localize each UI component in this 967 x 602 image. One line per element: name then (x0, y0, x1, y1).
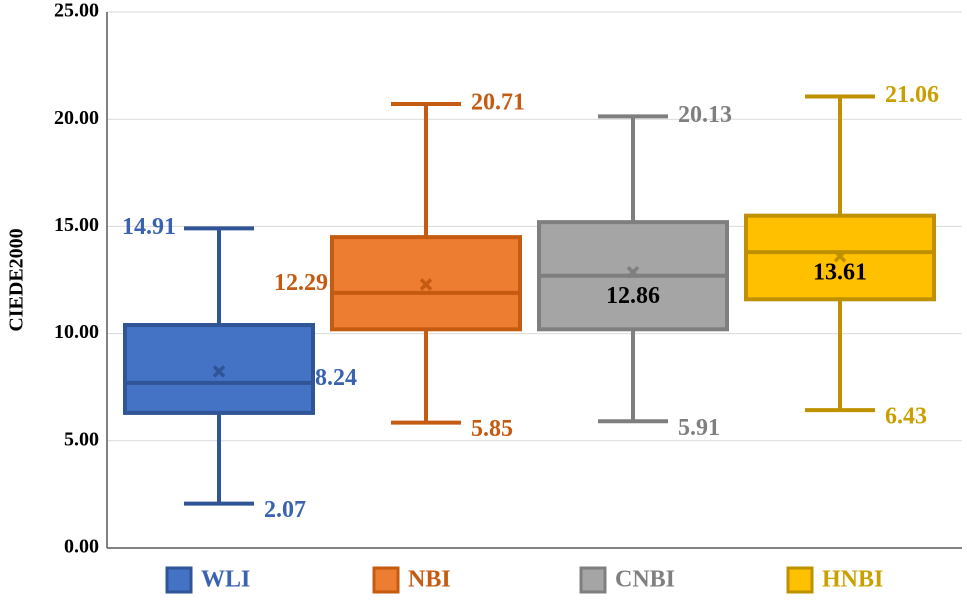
data-label-mean: 12.86 (606, 283, 660, 309)
legend-label: NBI (408, 567, 451, 593)
data-label-min: 5.85 (471, 416, 513, 442)
box-group: 14.91 2.07 8.24 (122, 214, 357, 523)
data-label-max: 20.13 (678, 102, 732, 128)
legend-label: CNBI (615, 567, 675, 593)
data-label-min: 6.43 (885, 404, 927, 430)
legend-swatch (372, 566, 400, 594)
data-label-mean: 13.61 (813, 260, 867, 286)
data-label-mean: 12.29 (274, 270, 328, 296)
y-axis-title: CIEDE2000 (6, 228, 28, 331)
data-label-max: 21.06 (885, 82, 939, 108)
y-tick-label: 10.00 (54, 321, 99, 343)
data-label-mean: 8.24 (315, 365, 357, 391)
legend-swatch (165, 566, 193, 594)
mean-marker (212, 365, 226, 378)
data-label-max: 14.91 (122, 214, 176, 240)
data-label-min: 2.07 (264, 497, 306, 523)
y-tick-label: 20.00 (54, 107, 99, 129)
y-tick-label: 25.00 (54, 0, 99, 22)
legend-label: HNBI (822, 567, 883, 593)
legend-swatch (786, 566, 814, 594)
data-label-min: 5.91 (678, 415, 720, 441)
legend-label: WLI (201, 567, 250, 593)
y-tick-label: 5.00 (64, 428, 99, 450)
mean-marker (626, 266, 640, 279)
y-tick-label: 0.00 (64, 536, 99, 558)
box-group: 20.13 5.91 12.86 (537, 102, 732, 441)
box-group: 20.71 5.85 12.29 (274, 89, 525, 442)
legend-swatch (579, 566, 607, 594)
y-tick-label: 15.00 (54, 214, 99, 236)
mean-marker (833, 249, 847, 263)
box-group: 21.06 6.43 13.61 (744, 82, 939, 430)
mean-marker (419, 278, 433, 291)
data-label-max: 20.71 (471, 89, 525, 115)
